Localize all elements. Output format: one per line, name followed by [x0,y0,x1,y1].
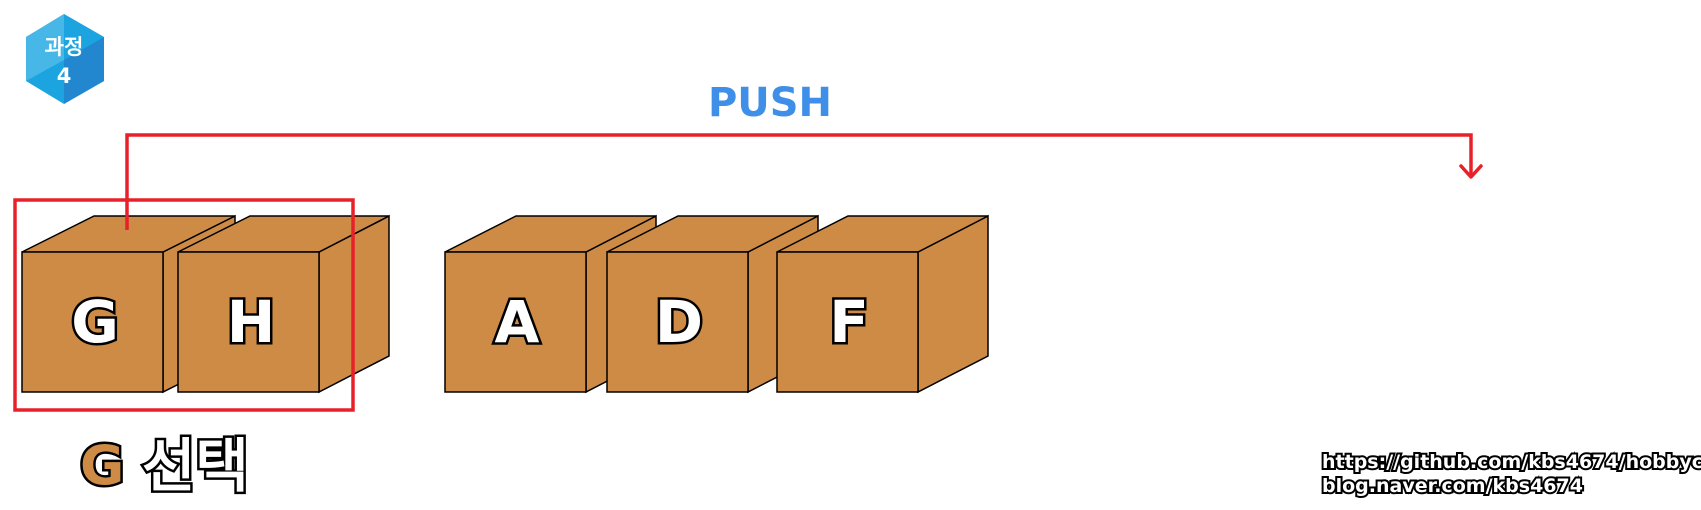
step-badge-hexagon-shade [64,37,104,104]
box-d-label: D [655,288,703,356]
box-f-label: F [829,288,869,356]
step-badge-hexagon-light [26,14,64,81]
push-arrow-head [1459,164,1483,179]
step-badge-line2: 4 [57,64,72,88]
box-h-label: H [227,288,276,356]
caption-text: 선택 [142,432,249,500]
step-badge: 과정 4 [26,14,104,104]
box-d-front [606,251,749,393]
box-h: H [177,214,390,394]
box-g-front [21,251,164,393]
credit-github-link: https://github.com/kbs4674/hobbycup [1322,451,1701,473]
credit-blog-link: blog.naver.com/kbs4674 [1322,475,1583,497]
push-label: PUSH [708,80,832,126]
push-arrow-line [125,133,1473,230]
step-badge-line1: 과정 [45,35,84,59]
selection-frame [13,198,355,412]
box-a-front [444,251,587,393]
box-h-front [177,251,320,393]
box-f-front [776,251,919,393]
box-f: F [776,214,989,394]
box-a-label: A [495,288,540,356]
caption-letter: G [80,434,124,497]
box-g-label: G [71,288,119,356]
